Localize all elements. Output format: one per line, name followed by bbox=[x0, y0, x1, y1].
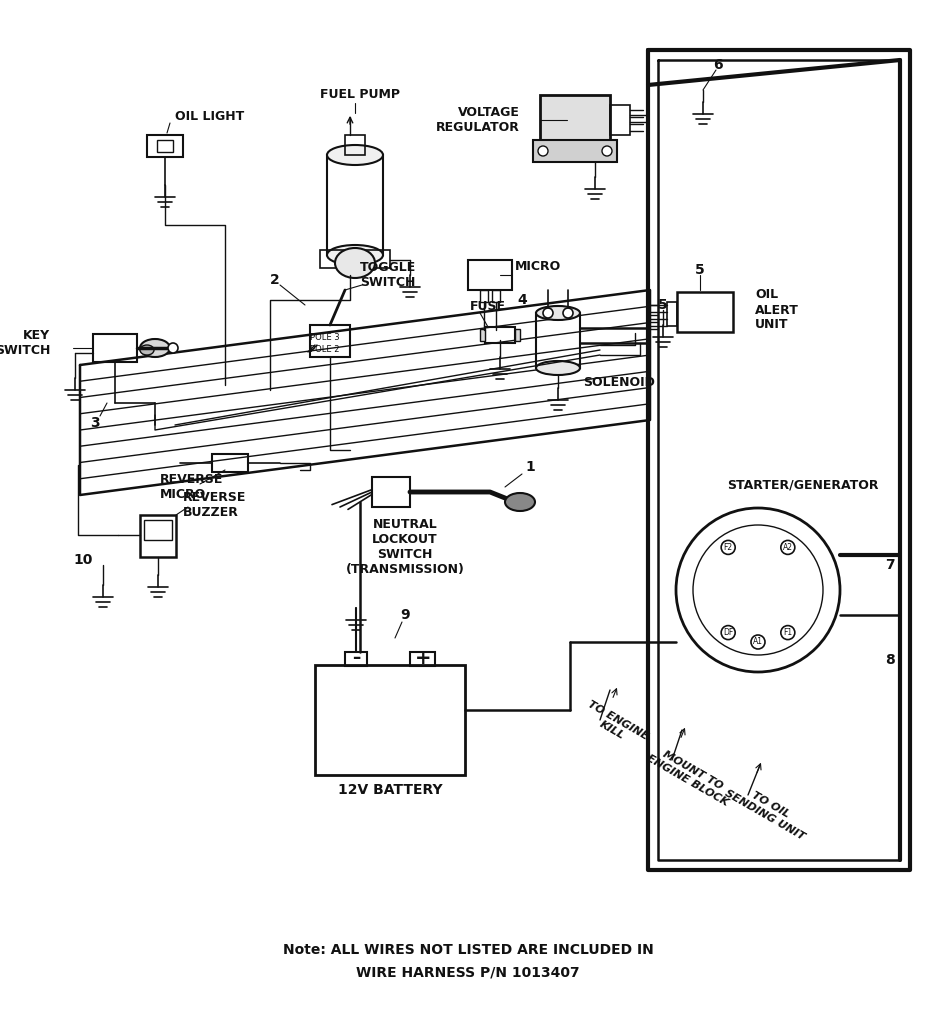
Text: POLE 3: POLE 3 bbox=[310, 334, 340, 342]
Bar bbox=[410, 652, 435, 666]
Text: REVERSE
MICRO: REVERSE MICRO bbox=[160, 473, 224, 501]
Text: Note: ALL WIRES NOT LISTED ARE INCLUDED IN: Note: ALL WIRES NOT LISTED ARE INCLUDED … bbox=[283, 943, 653, 957]
Text: TO ENGINE
KILL: TO ENGINE KILL bbox=[580, 698, 650, 752]
Text: FUSE: FUSE bbox=[470, 300, 506, 313]
Text: 5: 5 bbox=[658, 298, 668, 312]
Bar bbox=[212, 454, 248, 472]
Text: NEUTRAL
LOCKOUT
SWITCH
(TRANSMISSION): NEUTRAL LOCKOUT SWITCH (TRANSMISSION) bbox=[345, 518, 464, 575]
Bar bbox=[147, 135, 183, 157]
Circle shape bbox=[563, 308, 573, 318]
Bar bbox=[667, 302, 677, 326]
Text: SOLENOID: SOLENOID bbox=[583, 377, 655, 389]
Bar bbox=[485, 327, 515, 343]
Bar bbox=[310, 325, 350, 357]
Text: MICRO: MICRO bbox=[515, 260, 562, 273]
Text: WIRE HARNESS P/N 1013407: WIRE HARNESS P/N 1013407 bbox=[357, 965, 579, 979]
Circle shape bbox=[543, 308, 553, 318]
Text: DF: DF bbox=[723, 628, 733, 637]
Circle shape bbox=[751, 635, 765, 649]
Text: 2: 2 bbox=[271, 273, 280, 287]
Circle shape bbox=[602, 146, 612, 156]
Text: REVERSE
BUZZER: REVERSE BUZZER bbox=[183, 490, 246, 519]
Bar bbox=[533, 140, 617, 162]
Text: 9: 9 bbox=[401, 608, 410, 622]
Text: 10: 10 bbox=[73, 553, 93, 567]
Ellipse shape bbox=[536, 361, 580, 375]
Bar bbox=[140, 515, 176, 557]
Text: –: – bbox=[352, 649, 360, 667]
Bar bbox=[677, 292, 733, 332]
Text: F2: F2 bbox=[724, 543, 733, 552]
Ellipse shape bbox=[505, 493, 535, 511]
Text: 12V BATTERY: 12V BATTERY bbox=[338, 783, 443, 797]
Bar bbox=[327, 155, 383, 255]
Text: A2: A2 bbox=[782, 543, 793, 552]
Bar bbox=[345, 652, 367, 666]
Text: 3: 3 bbox=[90, 416, 100, 430]
Bar bbox=[536, 313, 580, 368]
Text: TO OIL
SENDING UNIT: TO OIL SENDING UNIT bbox=[724, 778, 812, 842]
Bar bbox=[144, 520, 172, 540]
Text: MOUNT TO
ENGINE BLOCK: MOUNT TO ENGINE BLOCK bbox=[645, 742, 736, 808]
Circle shape bbox=[781, 626, 795, 640]
Text: OIL LIGHT: OIL LIGHT bbox=[175, 111, 244, 124]
Text: 1: 1 bbox=[525, 460, 534, 474]
Bar bbox=[610, 105, 630, 135]
Ellipse shape bbox=[536, 306, 580, 319]
Circle shape bbox=[721, 541, 735, 554]
Text: STARTER/GENERATOR: STARTER/GENERATOR bbox=[727, 478, 879, 492]
Circle shape bbox=[538, 146, 548, 156]
Circle shape bbox=[781, 541, 795, 554]
Bar bbox=[480, 329, 485, 341]
Bar bbox=[540, 95, 610, 150]
Ellipse shape bbox=[327, 145, 383, 165]
Ellipse shape bbox=[140, 339, 170, 357]
Bar bbox=[315, 665, 465, 775]
Ellipse shape bbox=[140, 345, 154, 355]
Text: VOLTAGE
REGULATOR: VOLTAGE REGULATOR bbox=[436, 106, 520, 134]
Bar bbox=[157, 140, 173, 152]
Circle shape bbox=[676, 508, 840, 672]
Text: OIL
ALERT
UNIT: OIL ALERT UNIT bbox=[755, 289, 798, 332]
Text: KEY
SWITCH: KEY SWITCH bbox=[0, 329, 50, 357]
Circle shape bbox=[168, 343, 178, 353]
Bar bbox=[372, 477, 410, 507]
Bar bbox=[480, 290, 488, 302]
Text: F1: F1 bbox=[783, 628, 793, 637]
Text: A1: A1 bbox=[753, 638, 763, 646]
Text: 7: 7 bbox=[885, 558, 895, 572]
Bar bbox=[345, 135, 365, 155]
Text: 6: 6 bbox=[713, 58, 723, 72]
Text: 4: 4 bbox=[517, 293, 527, 307]
Text: FUEL PUMP: FUEL PUMP bbox=[320, 88, 400, 101]
Text: 5: 5 bbox=[695, 263, 705, 278]
Text: POLE 2: POLE 2 bbox=[310, 345, 340, 354]
Text: 8: 8 bbox=[885, 653, 895, 667]
Bar bbox=[93, 334, 137, 362]
Bar bbox=[468, 260, 512, 290]
Bar bbox=[320, 250, 390, 268]
Circle shape bbox=[721, 626, 735, 640]
Bar bbox=[492, 290, 500, 302]
Text: TOGGLE
SWITCH: TOGGLE SWITCH bbox=[360, 261, 417, 289]
Bar bbox=[515, 329, 520, 341]
Ellipse shape bbox=[327, 245, 383, 265]
Text: +: + bbox=[415, 648, 431, 668]
Ellipse shape bbox=[335, 248, 375, 278]
